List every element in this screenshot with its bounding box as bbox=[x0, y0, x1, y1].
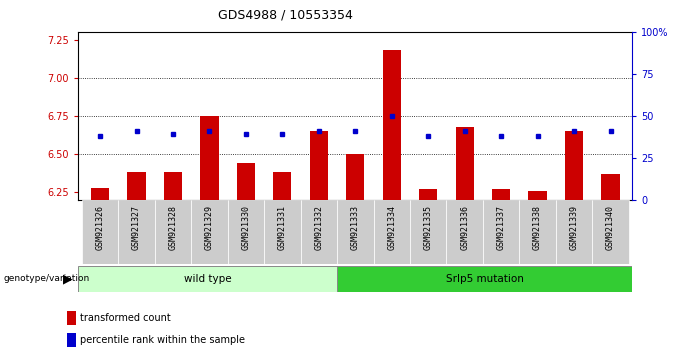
Text: GSM921328: GSM921328 bbox=[169, 205, 177, 250]
Text: GSM921340: GSM921340 bbox=[606, 205, 615, 250]
Bar bbox=[191, 200, 228, 264]
Text: GSM921330: GSM921330 bbox=[241, 205, 250, 250]
Text: GSM921334: GSM921334 bbox=[388, 205, 396, 250]
Text: wild type: wild type bbox=[184, 274, 231, 284]
Bar bbox=[91, 188, 109, 200]
Bar bbox=[273, 172, 292, 200]
Text: GSM921326: GSM921326 bbox=[96, 205, 105, 250]
Bar bbox=[528, 191, 547, 200]
Bar bbox=[118, 200, 155, 264]
Bar bbox=[228, 200, 264, 264]
Bar bbox=[201, 116, 218, 200]
Text: percentile rank within the sample: percentile rank within the sample bbox=[80, 335, 245, 345]
Bar bbox=[492, 189, 510, 200]
Text: Srlp5 mutation: Srlp5 mutation bbox=[446, 274, 524, 284]
Bar bbox=[237, 163, 255, 200]
Bar bbox=[447, 200, 483, 264]
Bar bbox=[592, 200, 629, 264]
Text: GSM921338: GSM921338 bbox=[533, 205, 542, 250]
Bar bbox=[520, 200, 556, 264]
Bar bbox=[301, 200, 337, 264]
Bar bbox=[67, 333, 75, 347]
Bar bbox=[78, 266, 337, 292]
Text: GSM921331: GSM921331 bbox=[278, 205, 287, 250]
Bar bbox=[82, 200, 118, 264]
Bar bbox=[346, 154, 364, 200]
Bar bbox=[419, 189, 437, 200]
Text: genotype/variation: genotype/variation bbox=[3, 274, 90, 283]
Text: transformed count: transformed count bbox=[80, 313, 171, 323]
Bar bbox=[601, 174, 619, 200]
Text: GDS4988 / 10553354: GDS4988 / 10553354 bbox=[218, 9, 353, 22]
Text: GSM921339: GSM921339 bbox=[570, 205, 579, 250]
Bar bbox=[373, 200, 410, 264]
Text: GSM921337: GSM921337 bbox=[496, 205, 506, 250]
Bar bbox=[337, 266, 632, 292]
Bar bbox=[67, 312, 75, 325]
Bar bbox=[127, 172, 146, 200]
Text: GSM921335: GSM921335 bbox=[424, 205, 432, 250]
Text: GSM921333: GSM921333 bbox=[351, 205, 360, 250]
Text: GSM921329: GSM921329 bbox=[205, 205, 214, 250]
Bar bbox=[164, 172, 182, 200]
Bar bbox=[483, 200, 520, 264]
Text: GSM921332: GSM921332 bbox=[314, 205, 323, 250]
Text: GSM921336: GSM921336 bbox=[460, 205, 469, 250]
Text: ▶: ▶ bbox=[63, 272, 73, 285]
Text: GSM921327: GSM921327 bbox=[132, 205, 141, 250]
Bar bbox=[556, 200, 592, 264]
Bar bbox=[155, 200, 191, 264]
Bar bbox=[383, 50, 401, 200]
Bar bbox=[410, 200, 447, 264]
Bar bbox=[565, 131, 583, 200]
Bar bbox=[264, 200, 301, 264]
Bar bbox=[337, 200, 373, 264]
Bar bbox=[456, 127, 474, 200]
Bar bbox=[309, 131, 328, 200]
